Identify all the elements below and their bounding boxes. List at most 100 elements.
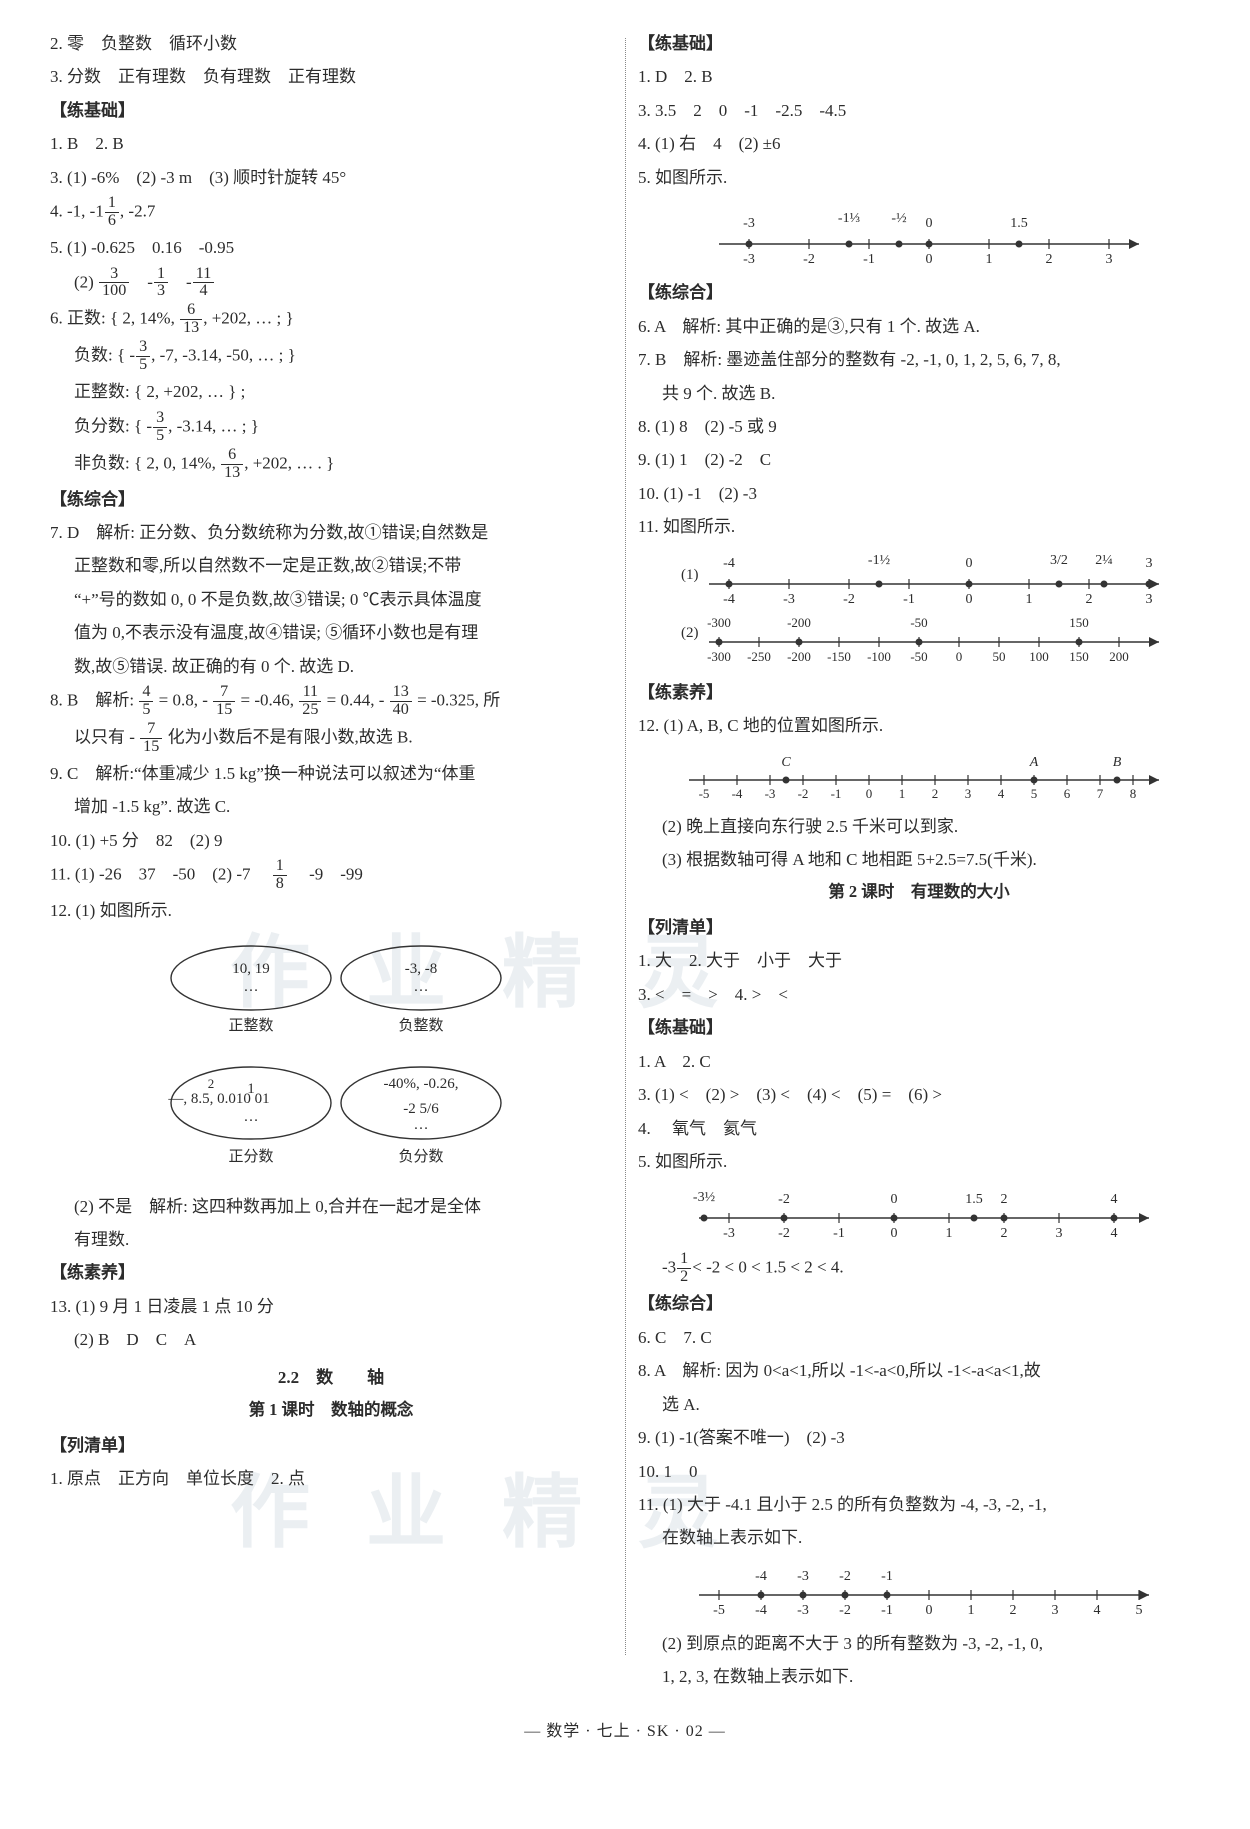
text: 7. B 解析: 墨迹盖住部分的整数有 -2, -1, 0, 1, 2, 5, … (638, 344, 1200, 375)
svg-text:8: 8 (1130, 786, 1137, 801)
svg-text:-2: -2 (843, 592, 855, 607)
text: 负数: { -35, -7, -3.14, -50, … ; } (50, 339, 612, 374)
svg-text:-2 5/6: -2 5/6 (403, 1101, 439, 1117)
text: (2) 3100 -13 -114 (50, 266, 612, 301)
two-column-layout: 2. 零 负整数 循环小数 3. 分数 正有理数 负有理数 正有理数 【练基础】… (50, 28, 1200, 1695)
text: 正整数和零,所以自然数不一定是正数,故②错误;不带 (50, 550, 612, 581)
svg-text:…: … (414, 1117, 429, 1133)
svg-text:5: 5 (1031, 786, 1038, 801)
text: 10. 1 0 (638, 1456, 1200, 1487)
svg-text:…: … (244, 979, 259, 995)
number-line-1: -3-1⅓-½01.5 -3-2-10123 (679, 199, 1159, 269)
svg-text:正分数: 正分数 (228, 1148, 273, 1165)
svg-text:负整数: 负整数 (398, 1017, 443, 1034)
text: 正整数: { 2, +202, … } ; (50, 376, 612, 407)
page-footer: — 数学 · 七上 · SK · 02 — (50, 1717, 1200, 1747)
svg-text:-1: -1 (863, 252, 875, 267)
text: 3. (1) < (2) > (3) < (4) < (5) = (6) > (638, 1079, 1200, 1110)
t: = -0.46, (241, 690, 295, 709)
frac: 715 (140, 721, 162, 756)
svg-text:2: 2 (1001, 1226, 1008, 1241)
svg-text:7: 7 (1097, 786, 1104, 801)
t: -9 -99 (292, 865, 363, 884)
svg-text:-3½: -3½ (693, 1190, 715, 1205)
svg-text:-2: -2 (778, 1192, 790, 1207)
svg-text:100: 100 (1029, 649, 1049, 664)
text: 1. 原点 正方向 单位长度 2. 点 (50, 1463, 612, 1494)
svg-text:B: B (1113, 755, 1122, 770)
frac: 613 (180, 302, 202, 337)
text: 3. 3.5 2 0 -1 -2.5 -4.5 (638, 95, 1200, 126)
section-jichu2: 【练基础】 (638, 1012, 1200, 1043)
text: 4. (1) 右 4 (2) ±6 (638, 128, 1200, 159)
svg-text:-5: -5 (699, 786, 710, 801)
t: 4. -1, -1 (50, 202, 104, 221)
svg-text:-1: -1 (903, 592, 915, 607)
section-zonghe: 【练综合】 (638, 277, 1200, 308)
svg-text:-200: -200 (787, 649, 811, 664)
svg-text:-4: -4 (723, 592, 735, 607)
t: , +202, … ; (203, 309, 281, 328)
text: 13. (1) 9 月 1 日凌晨 1 点 10 分 (50, 1291, 612, 1322)
svg-text:-1⅓: -1⅓ (838, 211, 860, 226)
text: 1, 2, 3, 在数轴上表示如下. (638, 1661, 1200, 1692)
number-line-2: (1) -4-1½03/22¼3 -4-3-2-10123 (2) -300-2… (659, 549, 1179, 669)
text: 增加 -1.5 kg”. 故选 C. (50, 791, 612, 822)
svg-text:1: 1 (899, 786, 906, 801)
frac: 13 (154, 266, 168, 301)
text: 3. < = > 4. > < (638, 979, 1200, 1010)
section-zonghe2: 【练综合】 (638, 1288, 1200, 1319)
svg-text:-100: -100 (867, 649, 891, 664)
t: < -2 < 0 < 1.5 < 2 < 4. (692, 1258, 843, 1277)
text: 数,故⑤错误. 故正确的有 0 个. 故选 D. (50, 651, 612, 682)
svg-text:-250: -250 (747, 649, 771, 664)
text: -312< -2 < 0 < 1.5 < 2 < 4. (638, 1251, 1200, 1286)
svg-text:…: … (414, 979, 429, 995)
text: 12. (1) 如图所示. (50, 895, 612, 926)
text: 11. (1) -26 37 -50 (2) -7 18 -9 -99 (50, 858, 612, 893)
t: , -3.14, … ; (168, 416, 246, 435)
svg-text:-50: -50 (910, 649, 927, 664)
svg-text:-5: -5 (713, 1603, 725, 1618)
svg-text:—, 8.5, 0.010 01: —, 8.5, 0.010 01 (167, 1091, 269, 1107)
svg-text:4: 4 (1111, 1226, 1118, 1241)
svg-text:(1): (1) (681, 567, 699, 583)
svg-text:150: 150 (1069, 615, 1089, 630)
svg-text:-2: -2 (839, 1603, 851, 1618)
svg-text:2: 2 (1010, 1603, 1017, 1618)
svg-text:负分数: 负分数 (398, 1148, 443, 1165)
svg-text:-3: -3 (743, 252, 755, 267)
svg-text:-1½: -1½ (868, 553, 890, 568)
svg-text:-50: -50 (910, 615, 927, 630)
t: 2, 0, 14%, (146, 453, 220, 472)
svg-text:150: 150 (1069, 649, 1089, 664)
svg-text:-1: -1 (881, 1603, 893, 1618)
svg-text:-2: -2 (839, 1569, 851, 1584)
svg-text:0: 0 (966, 556, 973, 571)
text: 9. (1) 1 (2) -2 C (638, 444, 1200, 475)
frac: 715 (213, 684, 235, 719)
svg-text:0: 0 (926, 252, 933, 267)
text: 非负数: { 2, 0, 14%, 613, +202, … . } (50, 447, 612, 482)
svg-text:-2: -2 (778, 1226, 790, 1241)
svg-text:1.5: 1.5 (965, 1192, 983, 1207)
svg-text:-40%, -0.26,: -40%, -0.26, (384, 1076, 459, 1092)
svg-text:-3, -8: -3, -8 (405, 961, 438, 977)
t: 6. 正数: (50, 309, 106, 328)
text: 1. D 2. B (638, 61, 1200, 92)
frac: 1125 (299, 684, 321, 719)
text: 以只有 - 715 化为小数后不是有限小数,故选 B. (50, 721, 612, 756)
svg-text:-3: -3 (723, 1226, 735, 1241)
text: 12. (1) A, B, C 地的位置如图所示. (638, 710, 1200, 741)
text: 在数轴上表示如下. (638, 1522, 1200, 1553)
frac: 16 (105, 195, 119, 230)
svg-text:-2: -2 (803, 252, 815, 267)
text: 4. -1, -116, -2.7 (50, 195, 612, 230)
text: 3. (1) -6% (2) -3 m (3) 顺时针旋转 45° (50, 162, 612, 193)
t: , -2.7 (120, 202, 155, 221)
svg-text:1: 1 (986, 252, 993, 267)
text: 8. B 解析: 45 = 0.8, - 715 = -0.46, 1125 =… (50, 684, 612, 719)
svg-text:0: 0 (891, 1192, 898, 1207)
t: 以只有 - (74, 727, 135, 746)
t: 负分数: (74, 416, 130, 435)
